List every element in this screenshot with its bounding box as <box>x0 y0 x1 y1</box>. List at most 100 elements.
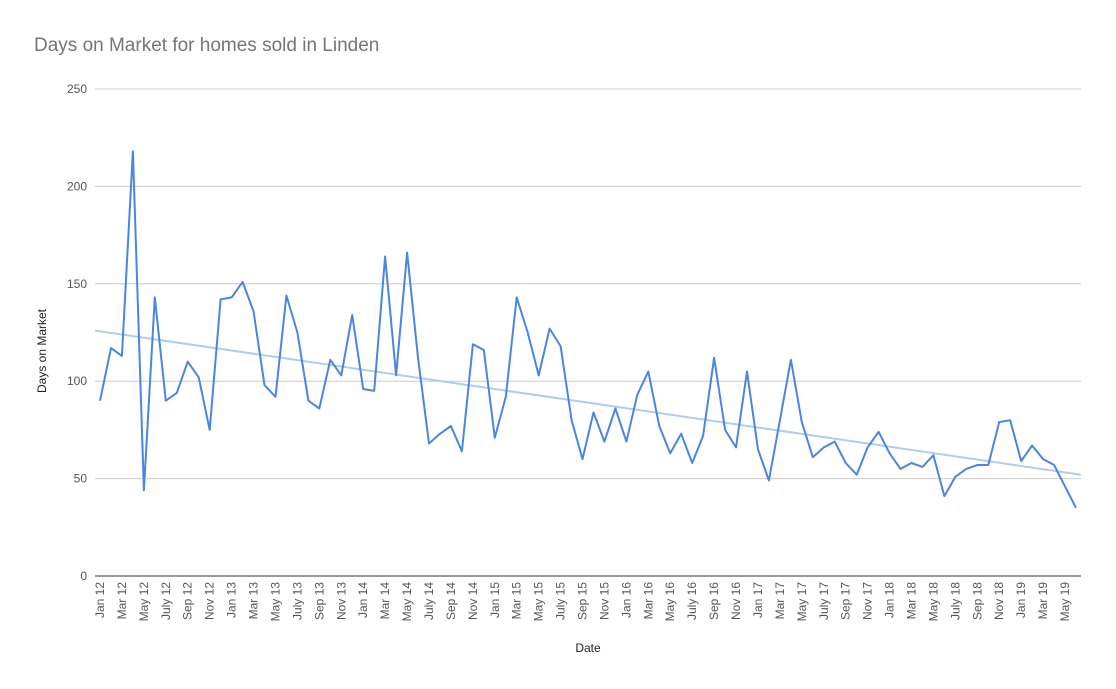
data-point <box>1008 418 1013 423</box>
data-point <box>887 451 892 456</box>
x-tick-label: Sep 15 <box>576 582 590 620</box>
x-tick-label: July 15 <box>554 582 568 620</box>
data-point <box>799 420 804 425</box>
x-tick-label: Mar 16 <box>641 582 655 620</box>
x-tick-label: May 12 <box>137 582 151 622</box>
data-point <box>163 398 168 403</box>
data-point <box>832 439 837 444</box>
x-tick-label: July 18 <box>948 582 962 620</box>
data-point <box>240 279 245 284</box>
data-point <box>909 461 914 466</box>
y-axis-title: Days on Market <box>35 308 49 393</box>
data-point <box>295 330 300 335</box>
data-point <box>372 388 377 393</box>
data-point <box>843 461 848 466</box>
x-tick-label: Nov 18 <box>992 582 1006 620</box>
data-point <box>514 295 519 300</box>
data-point <box>1030 443 1035 448</box>
y-tick-label: 250 <box>67 82 87 96</box>
data-point <box>755 447 760 452</box>
data-point <box>98 398 103 403</box>
data-point <box>821 445 826 450</box>
x-tick-label: July 14 <box>422 582 436 620</box>
x-tick-label: Nov 12 <box>203 582 217 620</box>
data-point <box>262 383 267 388</box>
x-tick-label: May 13 <box>268 582 282 622</box>
data-point <box>141 488 146 493</box>
x-tick-label: July 12 <box>159 582 173 620</box>
x-tick-label: Sep 17 <box>839 582 853 620</box>
x-tick-label: May 17 <box>795 582 809 622</box>
data-point <box>405 250 410 255</box>
x-tick-label: Jan 15 <box>488 582 502 618</box>
y-axis-ticks: 0 50 100 150 200 250 <box>67 82 87 583</box>
x-tick-label: Jan 19 <box>1014 582 1028 618</box>
y-tick-label: 0 <box>80 569 87 583</box>
data-point <box>931 453 936 458</box>
x-tick-label: Jan 16 <box>619 582 633 618</box>
data-point <box>306 398 311 403</box>
y-tick-label: 100 <box>67 374 87 388</box>
data-point <box>437 431 442 436</box>
series-line <box>99 150 1077 509</box>
data-point <box>591 410 596 415</box>
data-point <box>185 359 190 364</box>
data-point <box>503 394 508 399</box>
data-point <box>350 312 355 317</box>
data-point <box>690 461 695 466</box>
x-tick-label: May 16 <box>663 582 677 622</box>
data-point <box>547 326 552 331</box>
data-point <box>481 348 486 353</box>
data-point <box>1074 505 1079 510</box>
x-tick-label: Mar 19 <box>1036 582 1050 620</box>
x-tick-label: Sep 18 <box>970 582 984 620</box>
data-point <box>624 439 629 444</box>
x-tick-label: Jan 17 <box>751 582 765 618</box>
data-point <box>229 295 234 300</box>
data-point <box>964 466 969 471</box>
data-point <box>152 295 157 300</box>
data-point <box>876 429 881 434</box>
data-point <box>426 441 431 446</box>
y-tick-label: 50 <box>74 472 88 486</box>
x-tick-label: Sep 14 <box>444 582 458 620</box>
data-point <box>723 427 728 432</box>
x-axis-ticks: Jan 12 Mar 12 May 12 July 12 Sep 12 Nov 12 Jan… <box>93 582 1072 622</box>
data-point <box>788 357 793 362</box>
data-point <box>766 478 771 483</box>
data-point <box>602 439 607 444</box>
x-tick-label: Jan 18 <box>883 582 897 618</box>
data-point <box>174 390 179 395</box>
data-point <box>470 342 475 347</box>
x-tick-label: Jan 12 <box>93 582 107 618</box>
x-tick-label: Mar 13 <box>247 582 261 620</box>
x-tick-label: Nov 17 <box>861 582 875 620</box>
chart-title: Days on Market for homes sold in Linden <box>34 35 380 56</box>
x-tick-label: Mar 14 <box>378 582 392 620</box>
x-tick-label: Sep 13 <box>312 582 326 620</box>
data-point <box>646 369 651 374</box>
x-tick-label: Mar 17 <box>773 582 787 620</box>
data-point <box>986 462 991 467</box>
x-tick-label: Mar 15 <box>510 582 524 620</box>
x-tick-label: Sep 12 <box>181 582 195 620</box>
data-point <box>865 445 870 450</box>
x-tick-label: July 13 <box>290 582 304 620</box>
data-point <box>1019 459 1024 464</box>
data-point <box>942 494 947 499</box>
x-tick-label: Mar 12 <box>115 582 129 620</box>
data-point <box>580 457 585 462</box>
x-tick-label: Jan 14 <box>356 582 370 618</box>
data-point <box>339 373 344 378</box>
x-tick-label: May 15 <box>532 582 546 622</box>
data-point <box>701 433 706 438</box>
x-tick-label: May 18 <box>926 582 940 622</box>
data-point <box>657 424 662 429</box>
x-tick-label: July 16 <box>685 582 699 620</box>
data-point <box>459 449 464 454</box>
data-point <box>394 373 399 378</box>
data-point <box>251 309 256 314</box>
data-point <box>130 149 135 154</box>
y-tick-label: 150 <box>67 277 87 291</box>
data-point <box>448 424 453 429</box>
